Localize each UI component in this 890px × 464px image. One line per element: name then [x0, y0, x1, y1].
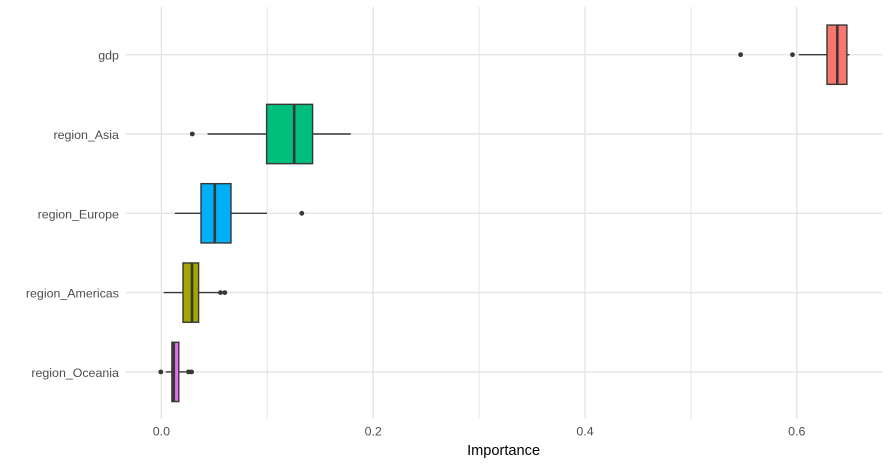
svg-text:gdp: gdp [98, 49, 119, 63]
svg-text:region_Europe: region_Europe [38, 207, 119, 221]
svg-text:0.2: 0.2 [365, 425, 382, 439]
svg-text:0.4: 0.4 [576, 425, 593, 439]
svg-text:Importance: Importance [467, 443, 540, 459]
svg-text:region_Americas: region_Americas [26, 287, 119, 301]
svg-text:region_Asia: region_Asia [53, 128, 119, 142]
svg-text:0.0: 0.0 [153, 425, 170, 439]
svg-text:0.6: 0.6 [788, 425, 805, 439]
svg-text:region_Oceania: region_Oceania [31, 366, 119, 380]
